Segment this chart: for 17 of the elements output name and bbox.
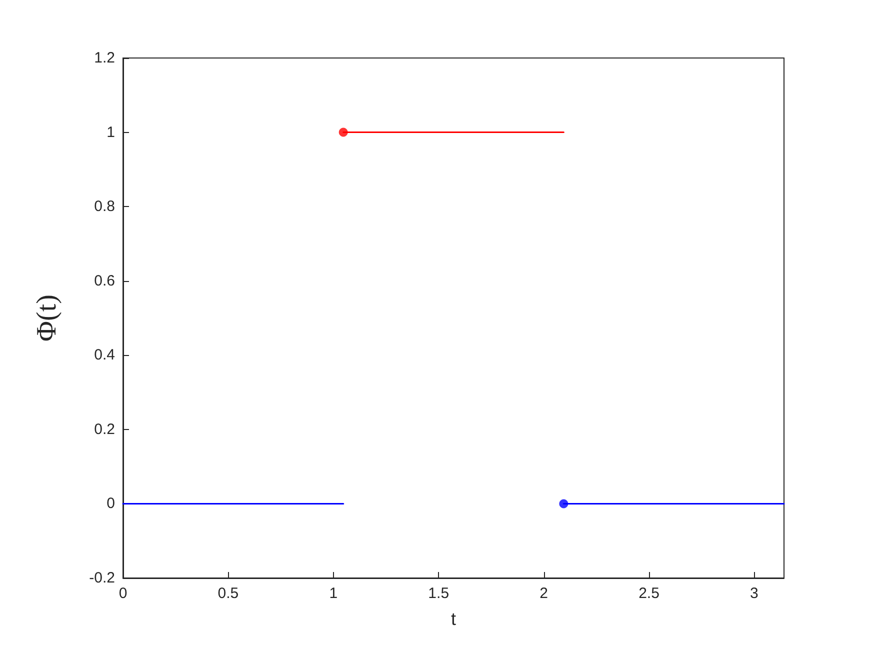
x-tick-label: 0.5 [218,585,239,602]
y-tick-label: 0 [106,495,115,512]
y-tick-label: -0.2 [89,570,115,586]
y-tick-label: 1.2 [94,50,115,66]
x-tick-label: 1.5 [428,585,450,602]
y-tick-label: 0.6 [94,272,115,290]
x-tick-label: 2 [540,585,548,602]
x-axis-title: t [450,609,456,629]
x-tick-label: 0 [118,585,128,602]
x-tick-label: 1 [329,585,338,602]
y-tick-label: 0.8 [94,198,115,216]
y-tick-label: 1 [106,124,115,141]
y-axis-title: Φ(t) [32,294,62,342]
y-tick-label: 0.4 [94,346,115,364]
x-tick-label: 3 [750,585,758,602]
y-tick-label: 0.2 [94,420,115,438]
x-tick-label: 2.5 [638,585,660,602]
